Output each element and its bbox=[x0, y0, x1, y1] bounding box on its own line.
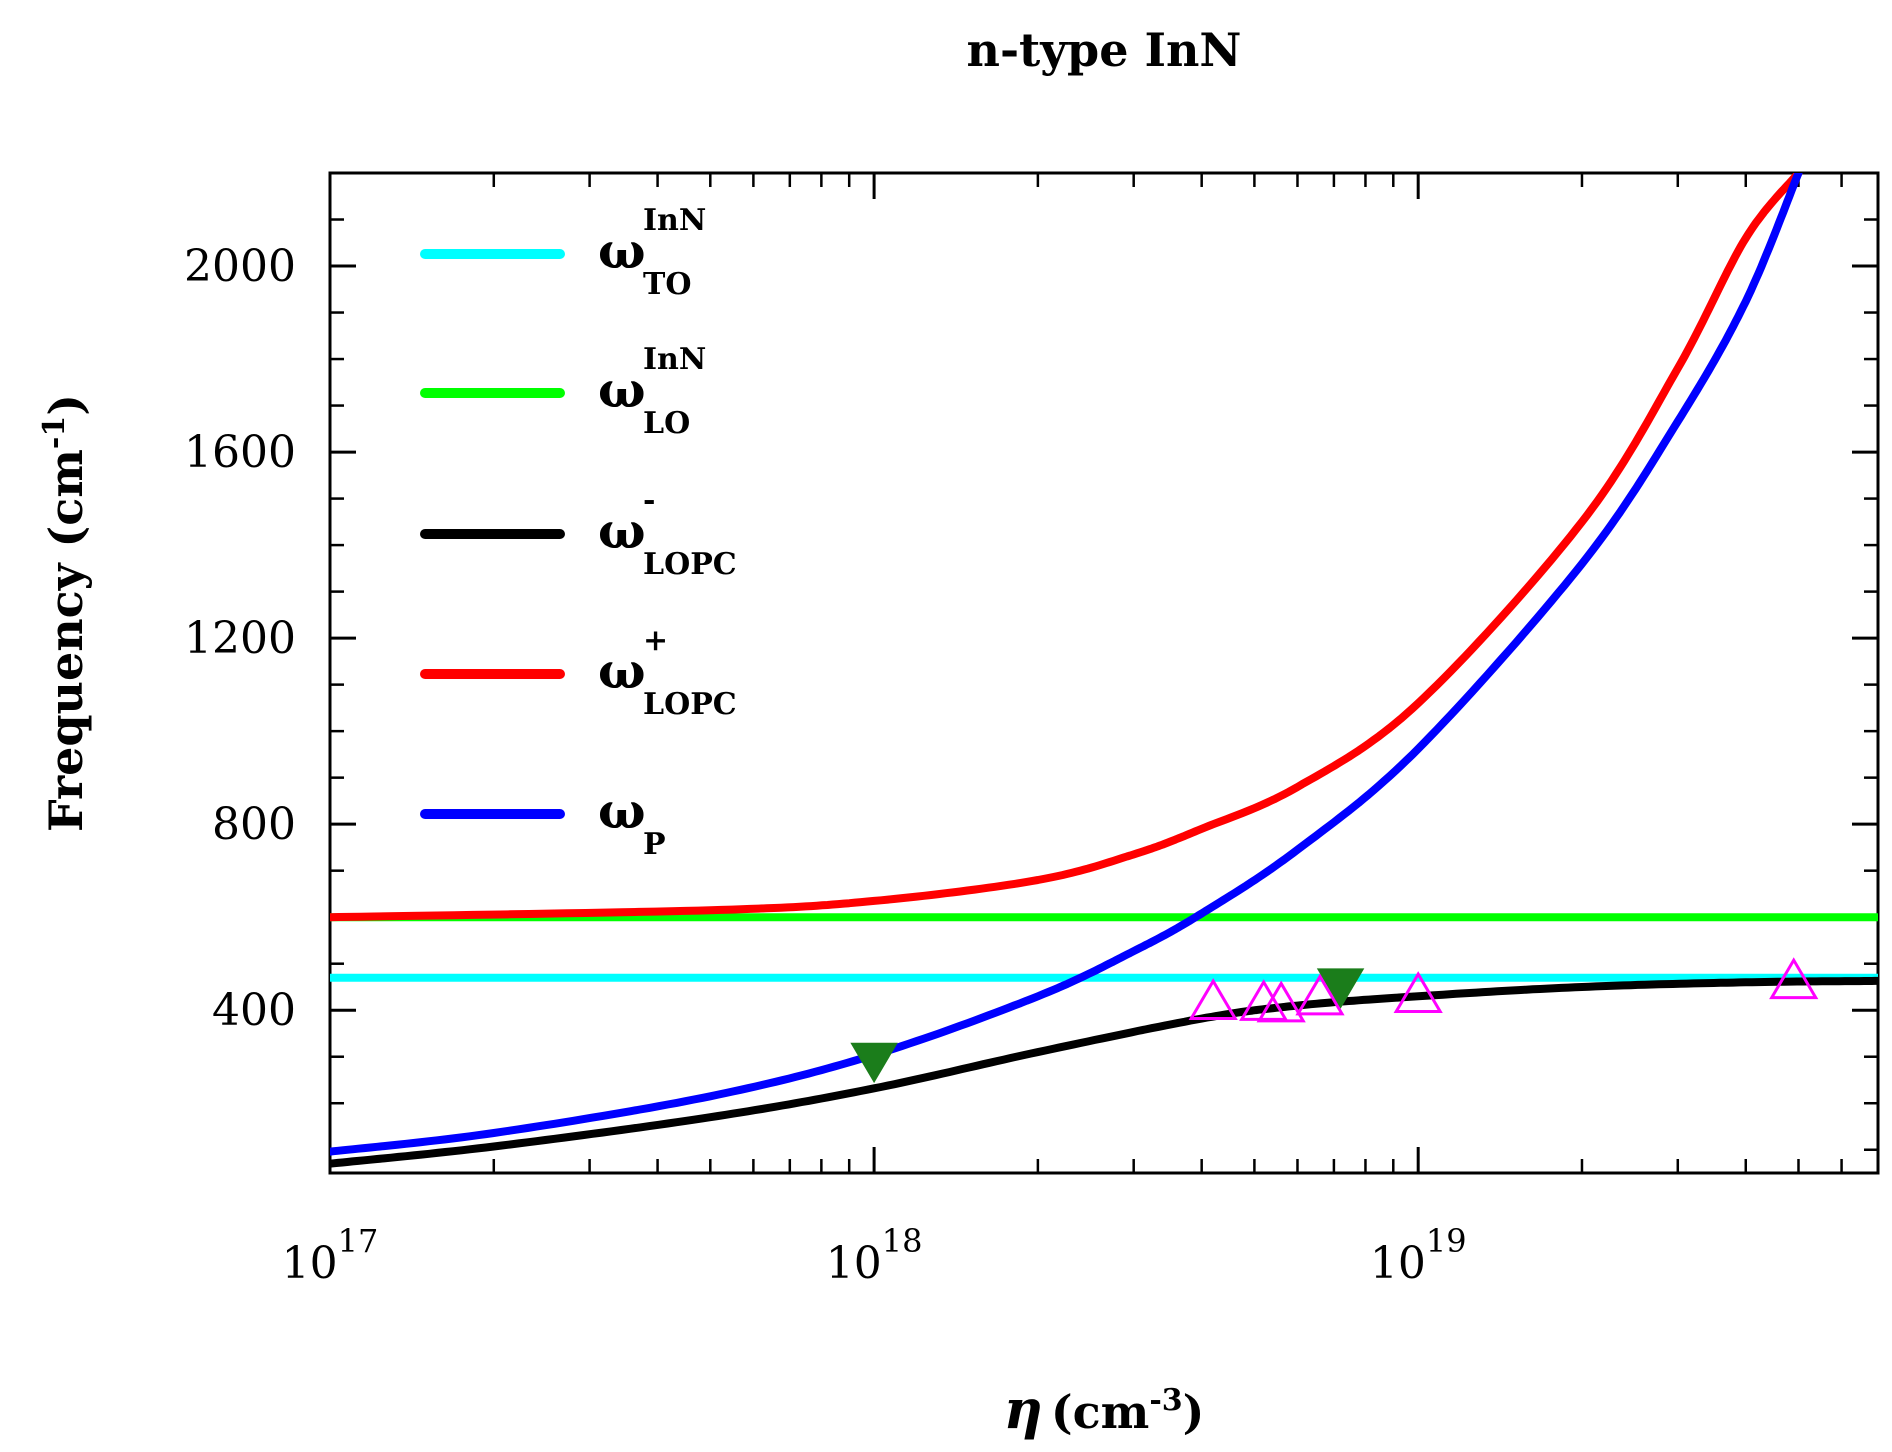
legend-sup: - bbox=[643, 483, 655, 518]
plot-frame bbox=[328, 171, 1880, 1175]
series-line-plus bbox=[330, 173, 1803, 922]
legend-label: ω bbox=[598, 221, 646, 280]
x-minor-ticks bbox=[492, 173, 1880, 1173]
x-tick-label: 1017 bbox=[282, 1222, 379, 1289]
series-lines bbox=[330, 173, 1878, 1168]
x-axis-label-close: ) bbox=[1183, 1385, 1205, 1439]
x-axis-label: η (cm-3) bbox=[1004, 1377, 1205, 1441]
marker-triangle-down bbox=[1316, 968, 1365, 1009]
legend-sub: TO bbox=[643, 267, 691, 302]
legend-label: ω bbox=[598, 360, 646, 419]
series-line-minus bbox=[330, 976, 1878, 1168]
legend-sub: LOPC bbox=[643, 547, 737, 582]
y-tick-label: 1600 bbox=[184, 427, 296, 478]
y-axis-label-exp: -1 bbox=[37, 416, 72, 449]
legend-label: ω bbox=[598, 781, 646, 840]
legend-sub: LOPC bbox=[643, 687, 737, 722]
legend-sub: LO bbox=[643, 406, 690, 441]
y-axis-ticks: 400 800 1200 1600 2000 bbox=[184, 241, 1878, 1036]
legend-item-plasma: ωP bbox=[420, 781, 666, 862]
x-axis-ticks: 1017 1018 1019 bbox=[282, 173, 1467, 1289]
y-tick-label: 400 bbox=[212, 985, 296, 1036]
marker-triangle-up bbox=[1393, 971, 1443, 1014]
x-tick-exp: 19 bbox=[1426, 1222, 1467, 1260]
chart-title: n-type InN bbox=[967, 23, 1242, 77]
x-axis-label-exp: -3 bbox=[1149, 1383, 1182, 1418]
legend-item-minus: ω- LOPC bbox=[420, 483, 737, 582]
x-tick-base: 10 bbox=[1370, 1238, 1426, 1289]
marker-triangle-up bbox=[1256, 980, 1306, 1023]
x-axis-label-unit: (cm bbox=[1051, 1385, 1149, 1439]
y-minor-ticks bbox=[330, 218, 1878, 1151]
x-tick-label: 1019 bbox=[1370, 1222, 1467, 1289]
series-line-plasma bbox=[330, 173, 1803, 1156]
marker-triangle-up bbox=[1769, 957, 1819, 1000]
legend-sup: InN bbox=[643, 342, 706, 377]
legend-label: ω bbox=[598, 501, 646, 560]
legend-item-plus: ω+ LOPC bbox=[420, 623, 737, 722]
data-markers bbox=[850, 957, 1819, 1084]
x-tick-label: 1018 bbox=[826, 1222, 923, 1289]
x-tick-base: 10 bbox=[282, 1238, 338, 1289]
legend-sup: InN bbox=[643, 203, 706, 238]
y-axis-label-text: Frequency (cm bbox=[39, 449, 93, 832]
legend-sub: P bbox=[643, 827, 666, 862]
marker-triangle-up bbox=[1295, 973, 1345, 1016]
x-tick-exp: 17 bbox=[338, 1222, 379, 1260]
x-tick-exp: 18 bbox=[882, 1222, 923, 1260]
y-tick-label: 1200 bbox=[184, 613, 296, 664]
y-axis-label: Frequency (cm-1) bbox=[37, 394, 93, 832]
y-tick-label: 2000 bbox=[184, 241, 296, 292]
y-tick-label: 800 bbox=[212, 799, 296, 850]
y-axis-label-close: ) bbox=[39, 394, 93, 416]
legend-label: ω bbox=[598, 641, 646, 700]
marker-triangle-up bbox=[1188, 978, 1238, 1021]
marker-triangle-down bbox=[850, 1042, 898, 1084]
x-axis-label-symbol: η bbox=[1004, 1377, 1043, 1441]
x-tick-base: 10 bbox=[826, 1238, 882, 1289]
legend-sup: + bbox=[643, 623, 668, 658]
